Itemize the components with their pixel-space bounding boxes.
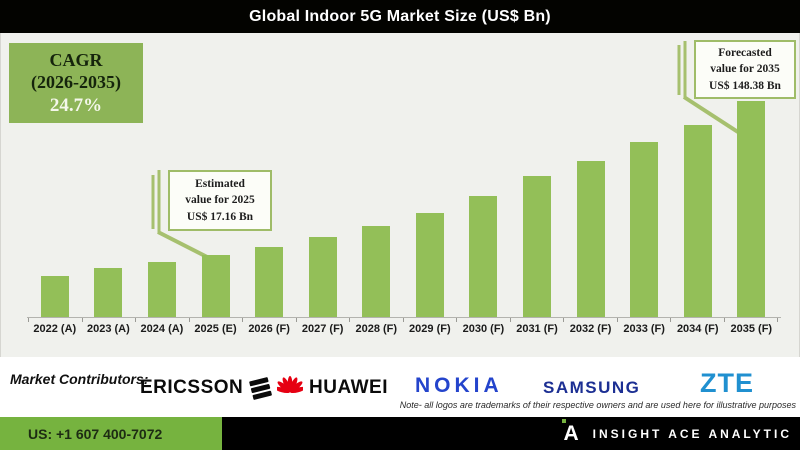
forecast-annotation-line2: value for 2035	[710, 63, 780, 76]
axis-tick-cell	[243, 318, 297, 322]
cagr-label: CAGR	[49, 49, 103, 70]
bar-cell	[617, 142, 671, 317]
forecasted-2035-annotation: Forecasted value for 2035 US$ 148.38 Bn	[694, 40, 796, 99]
x-axis-labels: 2022 (A) 2023 (A) 2024 (A) 2025 (E) 2026 (F)…	[28, 323, 778, 335]
forecast-annotation-line1: Forecasted	[718, 47, 772, 60]
x-axis-label: 2033 (F)	[623, 323, 665, 335]
footer-bar: US: +1 607 400-7072 A INSIGHT ACE ANALYT…	[0, 417, 800, 450]
x-axis-label: 2022 (A)	[33, 323, 77, 335]
axis-tick-cell	[618, 318, 671, 322]
cagr-value: 24.7%	[49, 94, 103, 116]
bars-row	[28, 33, 778, 317]
bar-cell	[349, 226, 403, 317]
bar-2029-f	[415, 213, 444, 317]
market-contributors-strip: Market Contributors: ERICSSON HUAWEI NOK…	[0, 357, 800, 417]
page-title: Global Indoor 5G Market Size (US$ Bn)	[249, 7, 551, 25]
bar-cell	[564, 161, 618, 317]
axis-tick-cell	[404, 318, 457, 322]
zte-logo: ZTE	[700, 368, 754, 398]
x-axis-label: 2035 (F)	[730, 323, 773, 335]
axis-tick-cell	[190, 318, 243, 322]
bar-cell	[28, 276, 82, 317]
bar-2033-f	[630, 142, 659, 317]
axis-tick-cell	[83, 318, 136, 322]
bar-2023-a	[94, 268, 123, 317]
bar-cell	[82, 268, 136, 317]
bar-2035-f	[737, 101, 766, 317]
ericsson-logo: ERICSSON	[140, 376, 273, 400]
bar-cell	[135, 262, 189, 317]
axis-tick-cell	[671, 318, 725, 322]
cagr-period: (2026-2035)	[31, 72, 121, 93]
bar-cell	[403, 213, 457, 317]
bar-2030-f	[469, 196, 498, 317]
x-axis-label: 2023 (A)	[86, 323, 130, 335]
bar-cell	[671, 125, 725, 317]
x-axis-label: 2027 (F)	[301, 323, 344, 335]
bar-2024-a	[147, 262, 176, 317]
bar-cell	[725, 101, 779, 317]
chart-panel: CAGR (2026-2035) 24.7% Estimated value f…	[0, 33, 800, 358]
axis-tick-cell	[564, 318, 618, 322]
x-axis-label: 2031 (F)	[516, 323, 558, 335]
estimated-annotation-value: US$ 17.16 Bn	[186, 210, 254, 223]
axis-tick-cell	[28, 318, 83, 322]
bar-2025-e	[201, 255, 230, 317]
bar-2031-f	[522, 176, 551, 317]
x-axis-label: 2026 (F)	[248, 323, 290, 335]
bar-cell	[296, 237, 350, 317]
x-axis-label: 2034 (F)	[676, 323, 719, 335]
ericsson-bars-icon	[249, 376, 273, 400]
samsung-logo: SAMSUNG	[543, 378, 641, 397]
axis-tick-cell	[511, 318, 564, 322]
x-axis-label: 2025 (E)	[194, 323, 237, 335]
bar-cell	[457, 196, 511, 317]
bar-2034-f	[683, 125, 712, 317]
title-bar: Global Indoor 5G Market Size (US$ Bn)	[0, 0, 800, 33]
bar-cell	[510, 176, 564, 317]
x-axis-label: 2029 (F)	[409, 323, 451, 335]
axis-tick-cell	[457, 318, 511, 322]
nokia-logo: NOKIA	[415, 374, 503, 397]
axis-tick-cell	[350, 318, 404, 322]
estimated-annotation-line2: value for 2025	[185, 194, 255, 207]
bar-2027-f	[308, 237, 337, 317]
bar-2022-a	[40, 276, 69, 317]
x-axis-label: 2032 (F)	[569, 323, 612, 335]
axis-tick-cell	[297, 318, 350, 322]
x-axis-ticks	[28, 318, 778, 322]
market-contributors-label: Market Contributors:	[10, 371, 149, 387]
insight-ace-logo-icon: A	[562, 419, 579, 444]
phone-number: US: +1 607 400-7072	[0, 417, 222, 450]
forecast-annotation-value: US$ 148.38 Bn	[709, 79, 781, 92]
bar-2028-f	[362, 226, 391, 317]
bar-cell	[242, 247, 296, 317]
insight-ace-brand: A INSIGHT ACE ANALYTIC	[562, 417, 792, 450]
x-axis-label: 2028 (F)	[355, 323, 398, 335]
estimated-annotation-line1: Estimated	[195, 178, 245, 191]
bar-2026-f	[255, 247, 284, 317]
x-axis-label: 2030 (F)	[462, 323, 505, 335]
x-axis-label: 2024 (A)	[140, 323, 184, 335]
estimated-2025-annotation: Estimated value for 2025 US$ 17.16 Bn	[168, 170, 272, 231]
trademark-note: Note- all logos are trademarks of their …	[399, 400, 796, 410]
bar-cell	[189, 255, 243, 317]
cagr-callout-box: CAGR (2026-2035) 24.7%	[9, 43, 143, 123]
huawei-logo: HUAWEI	[277, 375, 388, 401]
x-axis-line	[27, 317, 781, 318]
insight-ace-wordmark: INSIGHT ACE ANALYTIC	[592, 426, 792, 441]
huawei-wordmark: HUAWEI	[309, 377, 388, 398]
axis-tick-cell	[725, 318, 778, 322]
huawei-flower-icon	[277, 376, 303, 394]
bar-2032-f	[576, 161, 605, 317]
ericsson-wordmark: ERICSSON	[140, 377, 244, 398]
axis-tick-cell	[136, 318, 190, 322]
